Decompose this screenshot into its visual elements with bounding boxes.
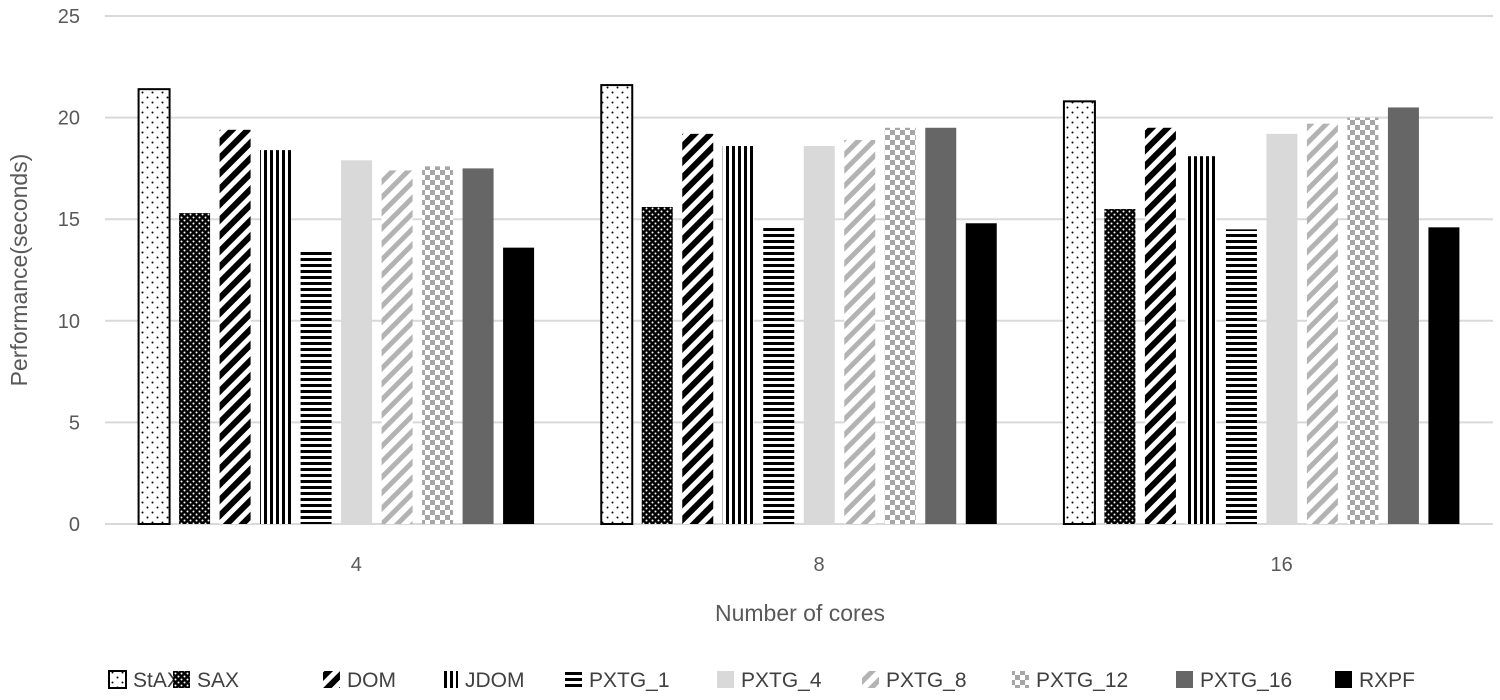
bars bbox=[137, 84, 1460, 526]
legend-swatch-dom bbox=[323, 671, 340, 688]
bar-jdom-16 bbox=[1185, 156, 1217, 524]
bar-sax-16 bbox=[1104, 209, 1136, 525]
bar-sax-4 bbox=[179, 213, 211, 524]
legend: StAX SAX DOM JDOM PXTG_1 PXTG_4 PXTG_8 PXTG_12 P… bbox=[108, 669, 1415, 692]
bar-pxtg-12-8 bbox=[884, 127, 916, 524]
bar-rxpf-4 bbox=[503, 247, 535, 524]
bar-pxtg-4-16 bbox=[1266, 133, 1298, 524]
bar-pxtg-12-4 bbox=[422, 166, 454, 525]
bar-pxtg-1-8 bbox=[763, 225, 795, 524]
legend-label-pxtg-8: PXTG_8 bbox=[886, 669, 967, 692]
legend-label-pxtg-16: PXTG_16 bbox=[1200, 669, 1292, 692]
bar-pxtg-16-4 bbox=[462, 168, 494, 524]
x-axis-title: Number of cores bbox=[715, 600, 885, 626]
y-axis-title: Performance(seconds) bbox=[6, 154, 32, 387]
bar-pxtg-4-4 bbox=[341, 160, 373, 524]
bar-rxpf-16 bbox=[1428, 227, 1460, 524]
y-tick-label: 20 bbox=[58, 108, 80, 130]
y-tick-label: 5 bbox=[69, 412, 80, 434]
legend-swatch-stax bbox=[108, 670, 127, 689]
x-tick-label: 8 bbox=[813, 554, 824, 576]
legend-swatch-pxtg-4 bbox=[717, 671, 734, 688]
bar-pxtg-1-4 bbox=[300, 249, 332, 524]
legend-label-stax: StAX bbox=[133, 669, 181, 692]
legend-swatch-rxpf bbox=[1335, 671, 1352, 688]
bar-pxtg-8-4 bbox=[381, 170, 413, 524]
bar-stax-4 bbox=[137, 88, 171, 525]
legend-label-rxpf: RXPF bbox=[1359, 669, 1415, 692]
bar-dom-16 bbox=[1144, 127, 1176, 524]
legend-label-sax: SAX bbox=[197, 669, 239, 692]
bar-jdom-8 bbox=[722, 146, 754, 524]
y-tick-label: 0 bbox=[69, 514, 80, 536]
bar-rxpf-8 bbox=[965, 223, 997, 525]
bar-pxtg-16-8 bbox=[925, 127, 957, 524]
legend-swatch-pxtg-1 bbox=[565, 671, 582, 688]
y-tick-label: 10 bbox=[58, 311, 80, 333]
legend-swatch-pxtg-16 bbox=[1176, 671, 1193, 688]
bar-dom-8 bbox=[682, 133, 714, 524]
bar-pxtg-16-16 bbox=[1387, 107, 1419, 524]
legend-label-dom: DOM bbox=[347, 669, 396, 692]
legend-swatch-pxtg-8 bbox=[862, 671, 879, 688]
legend-label-pxtg-12: PXTG_12 bbox=[1036, 669, 1128, 692]
bar-pxtg-1-16 bbox=[1225, 229, 1257, 525]
y-tick-label: 15 bbox=[58, 209, 80, 231]
y-axis-ticks: 0 5 10 15 20 25 bbox=[58, 6, 80, 536]
bar-dom-4 bbox=[219, 129, 251, 525]
legend-swatch-sax bbox=[173, 671, 190, 688]
legend-label-pxtg-4: PXTG_4 bbox=[741, 669, 822, 692]
bar-pxtg-4-8 bbox=[803, 146, 835, 524]
bar-sax-8 bbox=[641, 207, 673, 524]
x-axis-ticks: 4 8 16 bbox=[351, 554, 1293, 576]
y-tick-label: 25 bbox=[58, 6, 80, 28]
x-tick-label: 4 bbox=[351, 554, 362, 576]
gridlines bbox=[105, 15, 1493, 525]
legend-label-pxtg-1: PXTG_1 bbox=[589, 669, 670, 692]
x-tick-label: 16 bbox=[1271, 554, 1293, 576]
bar-stax-8 bbox=[600, 84, 634, 525]
legend-label-jdom: JDOM bbox=[465, 669, 525, 692]
legend-swatch-pxtg-12 bbox=[1012, 671, 1029, 688]
bar-jdom-4 bbox=[260, 150, 292, 524]
bar-pxtg-8-16 bbox=[1306, 123, 1338, 525]
bar-stax-16 bbox=[1062, 100, 1096, 526]
bar-pxtg-12-16 bbox=[1347, 117, 1379, 524]
bar-pxtg-8-8 bbox=[844, 139, 876, 524]
legend-swatch-jdom bbox=[441, 671, 458, 688]
